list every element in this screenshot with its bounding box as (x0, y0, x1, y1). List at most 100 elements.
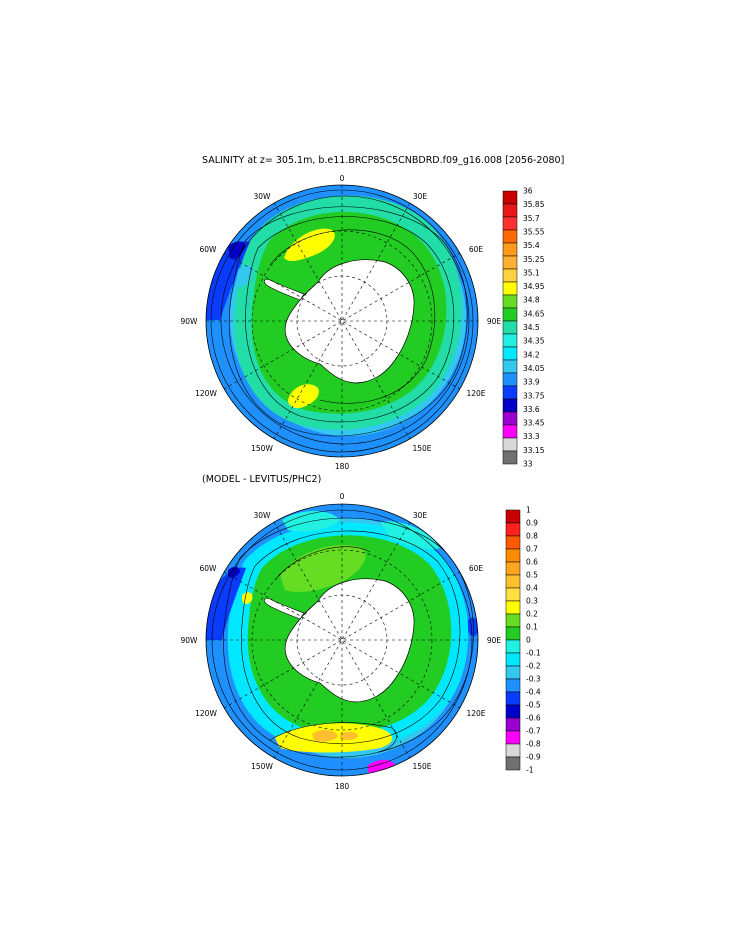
salinity-map: 0 30E 60E 90E 120E 150E 180 150W 120W 90… (181, 174, 545, 471)
bottom-colorbar-swatch (505, 665, 521, 680)
salinity-colorbar: 36 35.85 35.7 35.55 35.4 35.25 35.1 34.95 34.8 34… (502, 187, 545, 469)
top-colorbar-swatch (502, 307, 518, 322)
top-colorbar-swatch (502, 437, 518, 452)
bottom-colorbar-label: 0.4 (526, 584, 538, 593)
bottom-colorbar-label: 0.3 (526, 597, 538, 606)
bottom-colorbar-swatch (505, 613, 521, 628)
top-colorbar-label: 33.3 (523, 432, 540, 441)
top-lon-label-180: 180 (335, 462, 350, 471)
bottom-colorbar-label: 0 (526, 636, 531, 645)
bottom-colorbar-swatch (505, 717, 521, 732)
top-colorbar-label: 35.4 (523, 241, 540, 250)
bottom-colorbar-label: -0.2 (526, 662, 541, 671)
bottom-colorbar-swatch (505, 561, 521, 576)
top-colorbar-label: 35.55 (523, 227, 545, 236)
bottom-colorbar-swatch (505, 548, 521, 563)
bottom-lon-label-120w: 120W (195, 709, 217, 718)
bottom-colorbar-swatch (505, 678, 521, 693)
top-colorbar-swatch (502, 359, 518, 374)
top-colorbar-swatch (502, 190, 518, 205)
bottom-colorbar-swatch (505, 743, 521, 758)
top-antarctic-peninsula (264, 279, 305, 301)
top-colorbar-label: 33.9 (523, 378, 540, 387)
bottom-colorbar-label: 0.2 (526, 610, 538, 619)
bottom-colorbar-swatch (505, 704, 521, 719)
top-colorbar-swatch (502, 411, 518, 426)
top-colorbar-swatch (502, 320, 518, 335)
bottom-lon-label-150w: 150W (251, 762, 273, 771)
difference-map: 0 30E 60E 90E 120E 150E 180 150W 120W 90… (181, 492, 541, 791)
bottom-colorbar-label: 1 (526, 506, 531, 515)
bottom-colorbar-swatch (505, 587, 521, 602)
top-colorbar-label: 33 (523, 460, 533, 469)
top-colorbar-swatch (502, 268, 518, 283)
top-colorbar-label: 36 (523, 187, 533, 196)
bottom-lon-label-0: 0 (340, 492, 345, 501)
bottom-colorbar-swatch (505, 600, 521, 615)
top-colorbar-label: 34.05 (523, 364, 545, 373)
top-colorbar-label: 34.65 (523, 309, 545, 318)
bottom-colorbar-swatch (505, 574, 521, 589)
bottom-colorbar-swatch (505, 639, 521, 654)
bottom-colorbar-label: 0.9 (526, 519, 538, 528)
bottom-colorbar-label: -1 (526, 766, 534, 775)
top-colorbar-swatch (502, 450, 518, 465)
top-colorbar-label: 34.95 (523, 282, 545, 291)
top-lon-label-150w: 150W (251, 444, 273, 453)
top-colorbar-swatch (502, 424, 518, 439)
top-antarctica-landmass (284, 259, 415, 384)
top-lon-label-60w: 60W (200, 245, 218, 254)
bottom-colorbar-label: 0.1 (526, 623, 538, 632)
bottom-lon-label-90w: 90W (181, 636, 199, 645)
bottom-lon-label-60e: 60E (469, 564, 484, 573)
bottom-colorbar-swatch (505, 522, 521, 537)
top-high-salinity-region-b (288, 384, 319, 409)
top-colorbar-swatch (502, 294, 518, 309)
bottom-antarctica-landmass (284, 578, 415, 703)
bottom-colorbar-label: 0.7 (526, 545, 538, 554)
top-lon-label-60e: 60E (469, 245, 484, 254)
top-colorbar-label: 35.85 (523, 200, 545, 209)
top-colorbar-swatch (502, 255, 518, 270)
top-lon-label-0: 0 (340, 174, 345, 183)
top-lon-label-150e: 150E (412, 444, 431, 453)
top-colorbar-label: 35.25 (523, 255, 545, 264)
top-lon-label-90w: 90W (181, 317, 199, 326)
top-high-salinity-region-a (284, 228, 335, 262)
bottom-lon-label-120e: 120E (466, 709, 485, 718)
top-colorbar-swatch (502, 242, 518, 257)
top-colorbar-swatch (502, 346, 518, 361)
bottom-colorbar-label: 0.6 (526, 558, 538, 567)
top-colorbar-label: 35.7 (523, 214, 540, 223)
top-colorbar-label: 33.75 (523, 391, 545, 400)
top-colorbar-label: 34.5 (523, 323, 540, 332)
top-colorbar-swatch (502, 203, 518, 218)
bottom-colorbar-swatch (505, 691, 521, 706)
bottom-colorbar-label: -0.3 (526, 675, 541, 684)
bottom-colorbar-swatch (505, 652, 521, 667)
bottom-map-title: (MODEL - LEVITUS/PHC2) (202, 474, 322, 485)
difference-colorbar: 1 0.9 0.8 0.7 0.6 0.5 0.4 0.3 0.2 0.1 0 -0.1 -0.2 -0.… (505, 506, 541, 775)
bottom-lon-label-30e: 30E (413, 511, 428, 520)
top-colorbar-swatch (502, 229, 518, 244)
top-lon-label-30w: 30W (254, 192, 272, 201)
bottom-colorbar-swatch (505, 730, 521, 745)
top-colorbar-swatch (502, 333, 518, 348)
top-colorbar-swatch (502, 372, 518, 387)
bottom-lon-label-180: 180 (335, 782, 350, 791)
bottom-colorbar-label: -0.7 (526, 727, 541, 736)
top-lon-label-30e: 30E (413, 192, 428, 201)
bottom-colorbar-label: -0.8 (526, 740, 541, 749)
top-map-title: SALINITY at z= 305.1m, b.e11.BRCP85C5CNB… (202, 155, 565, 166)
bottom-lon-label-90e: 90E (487, 636, 502, 645)
bottom-lon-label-60w: 60W (200, 564, 218, 573)
top-colorbar-label: 35.1 (523, 268, 540, 277)
top-colorbar-label: 34.35 (523, 337, 545, 346)
top-lon-label-120w: 120W (195, 389, 217, 398)
bottom-colorbar-swatch (505, 756, 521, 771)
bottom-colorbar-swatch (505, 509, 521, 524)
bottom-colorbar-label: -0.4 (526, 688, 541, 697)
top-colorbar-swatch (502, 216, 518, 231)
top-colorbar-label: 34.2 (523, 350, 540, 359)
